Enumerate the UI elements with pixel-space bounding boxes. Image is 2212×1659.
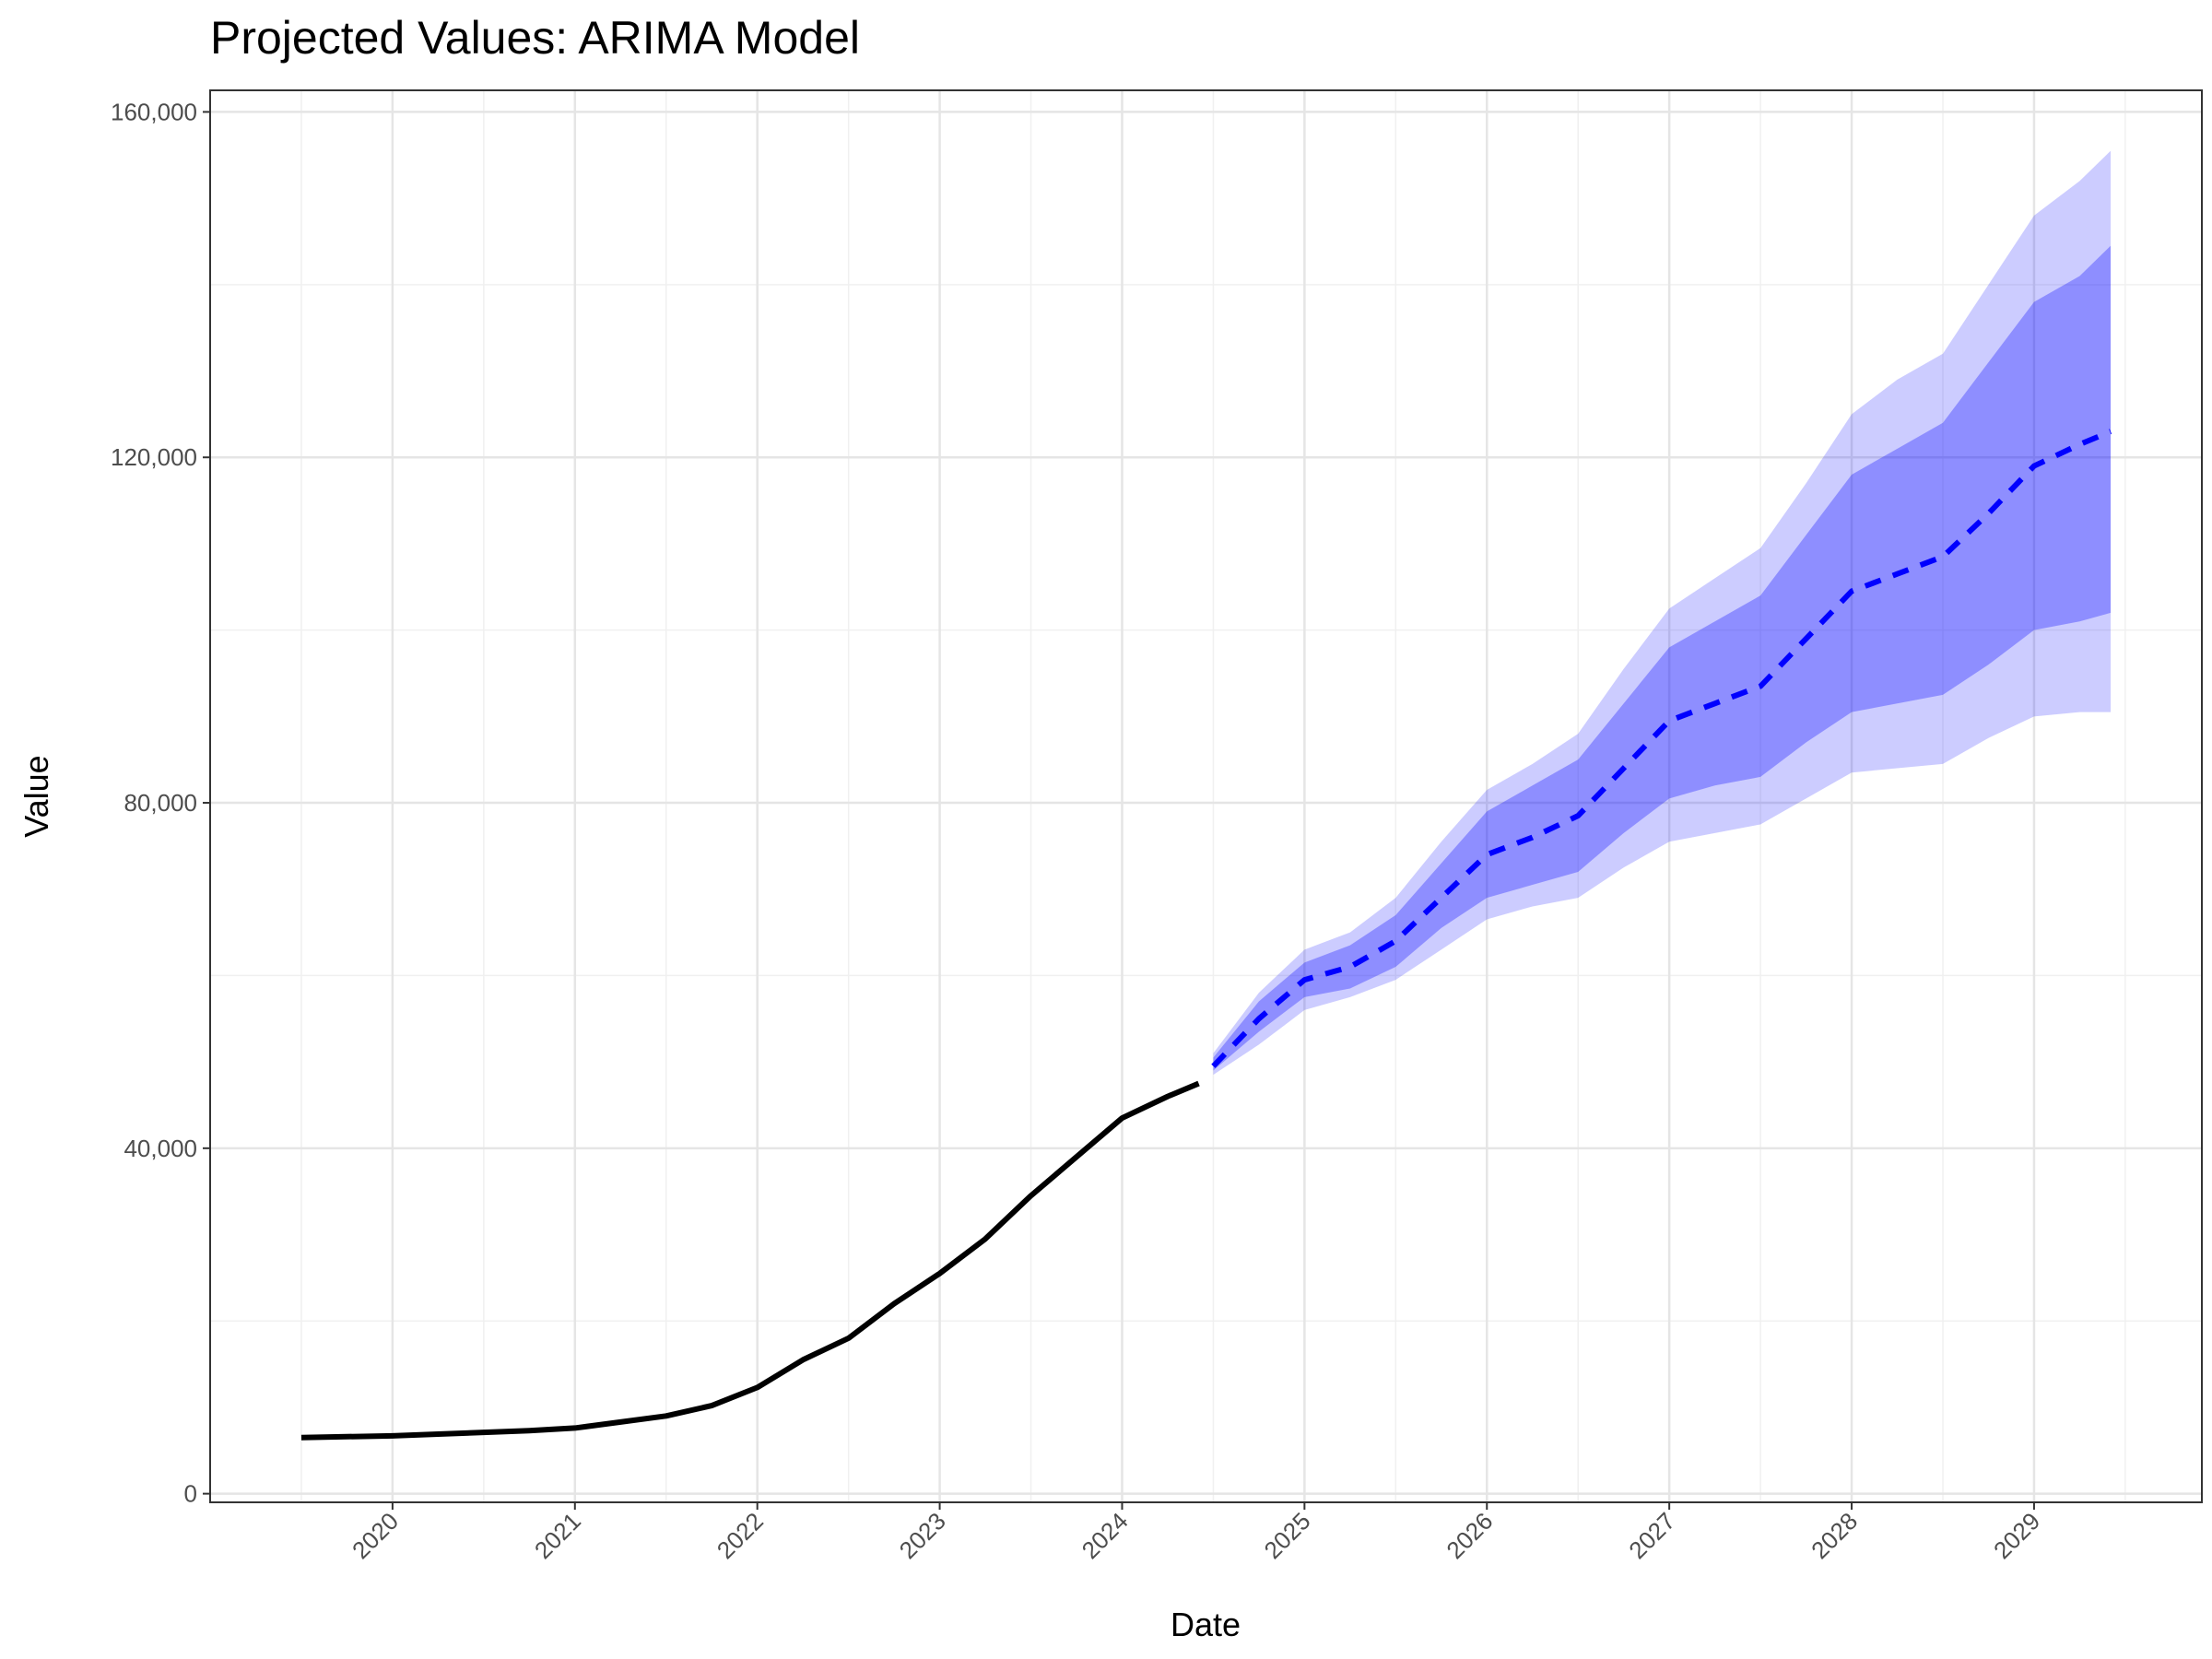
y-tick-label: 160,000 [111, 98, 197, 125]
y-tick-label: 0 [184, 1480, 197, 1508]
y-tick-label: 80,000 [124, 789, 197, 817]
plot-frame [209, 89, 2203, 1503]
grid [210, 90, 2202, 1502]
series-line [1211, 429, 2112, 1068]
x-axis-title: Date [1171, 1606, 1241, 1643]
plot-area [300, 150, 2112, 1441]
y-axis-title: Value [18, 755, 55, 837]
chart-title: Projected Values: ARIMA Model [210, 12, 860, 64]
y-tick-label: 120,000 [111, 443, 197, 471]
series-line [300, 1080, 1200, 1441]
interval-band [1213, 245, 2112, 1071]
y-tick-label: 40,000 [124, 1135, 197, 1162]
